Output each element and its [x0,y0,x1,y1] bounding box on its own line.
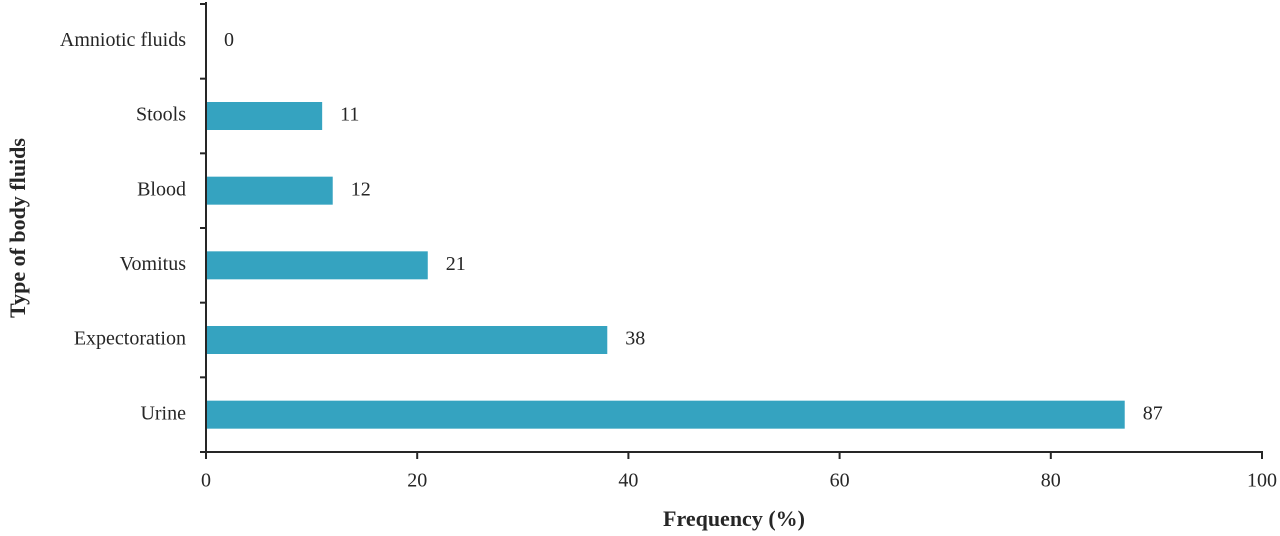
category-label: Urine [140,402,186,424]
category-label: Expectoration [74,328,186,350]
category-label: Amniotic fluids [60,29,186,51]
x-tick-label: 60 [830,470,850,492]
data-label: 0 [224,29,234,51]
data-label: 11 [340,104,359,126]
x-tick-label: 80 [1041,470,1061,492]
bar [207,400,1125,429]
data-label: 12 [351,178,371,200]
y-axis-title: Type of body fluids [5,138,30,318]
category-label: Blood [137,178,186,200]
chart-marks: 0 20 40 60 80 100 Amniotic fluids 0 Stools 11 Bloo… [60,3,1277,492]
data-label: 21 [446,253,466,275]
bar [207,102,323,130]
category-label: Stools [136,104,186,126]
bar [207,176,333,205]
data-label: 87 [1143,402,1163,424]
data-label: 38 [625,328,645,350]
x-tick-label: 0 [201,470,211,492]
x-tick-label: 40 [618,470,638,492]
category-label: Vomitus [120,253,187,275]
x-tick-label: 100 [1247,470,1277,492]
bar [207,326,608,354]
x-axis-title: Frequency (%) [663,506,805,531]
x-tick-label: 20 [407,470,427,492]
bar [207,251,428,280]
